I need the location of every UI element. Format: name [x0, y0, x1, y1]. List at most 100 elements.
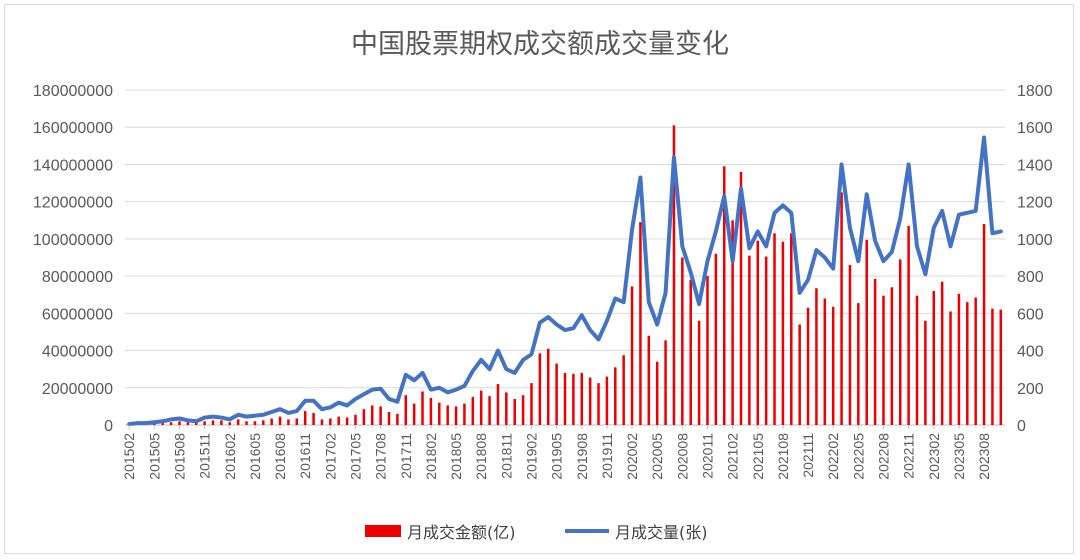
bar-amount-201712 — [412, 403, 416, 425]
bar-amount-202111 — [806, 307, 810, 425]
bar-amount-201505 — [153, 423, 156, 425]
bar-amount-202307 — [974, 297, 977, 425]
x-tick-label: 202302 — [926, 433, 942, 480]
bar-amount-202301 — [924, 320, 927, 425]
x-tick-label: 202308 — [976, 433, 992, 480]
bar-amount-202003 — [639, 222, 642, 425]
bar-amount-202009 — [689, 279, 692, 425]
x-tick-label: 201611 — [297, 433, 313, 479]
bar-amount-201804 — [446, 405, 449, 425]
bar-amount-201507 — [169, 422, 173, 425]
x-tick-label: 202305 — [951, 433, 967, 480]
bar-amount-201509 — [186, 422, 190, 425]
bar-amount-202209 — [890, 287, 894, 425]
bar-amount-202203 — [840, 192, 843, 425]
bar-amount-202103 — [739, 171, 743, 425]
x-tick-label: 201908 — [574, 433, 590, 480]
x-tick-label: 202008 — [674, 433, 690, 480]
x-tick-label: 202211 — [901, 433, 917, 479]
bar-amount-202212 — [915, 295, 919, 425]
legend-swatch-volume — [565, 529, 609, 533]
bar-amount-201612 — [312, 412, 315, 425]
bar-amount-202005 — [655, 361, 659, 425]
bar-amount-202108 — [781, 241, 785, 425]
bar-amount-202010 — [697, 320, 701, 425]
x-tick-label: 201702 — [322, 433, 338, 480]
x-tick-label: 201508 — [171, 433, 187, 480]
x-tick-label: 201511 — [197, 433, 213, 479]
bar-amount-202302 — [932, 291, 936, 425]
x-tick-label: 201902 — [523, 433, 539, 480]
y-left-tick-label: 60000000 — [42, 306, 113, 323]
x-tick-label: 201608 — [272, 433, 288, 480]
legend-swatch-amount — [365, 525, 401, 537]
bar-amount-201601 — [220, 420, 223, 425]
bar-amount-201809 — [488, 396, 491, 425]
y-right-tick-label: 1800 — [1017, 83, 1053, 100]
x-tick-label: 201705 — [347, 433, 363, 480]
x-tick-label: 201905 — [549, 433, 565, 480]
bar-amount-201608 — [278, 416, 282, 425]
bar-amount-201703 — [337, 416, 340, 425]
x-tick-label: 201805 — [448, 433, 464, 480]
y-right-tick-label: 1400 — [1017, 157, 1053, 174]
bar-amount-201705 — [354, 414, 357, 425]
bar-amount-201806 — [463, 403, 466, 425]
bar-amount-202012 — [714, 253, 718, 425]
bar-amount-202008 — [681, 257, 684, 425]
bar-amount-201707 — [370, 405, 374, 425]
y-left-tick-label: 20000000 — [42, 381, 113, 398]
bar-amount-201812 — [513, 398, 516, 425]
x-tick-label: 202102 — [725, 433, 741, 480]
x-tick-label: 201605 — [247, 433, 263, 480]
bar-amount-201911 — [605, 376, 609, 425]
bar-amount-202306 — [966, 302, 969, 425]
x-tick-label: 202011 — [699, 433, 715, 479]
bar-amount-202211 — [907, 225, 910, 425]
bar-amount-202201 — [823, 298, 827, 425]
bar-amount-201912 — [614, 367, 617, 425]
bar-amount-202105 — [756, 240, 760, 425]
bar-amount-202004 — [647, 335, 651, 425]
x-tick-label: 201711 — [398, 433, 414, 479]
y-right-tick-label: 800 — [1017, 269, 1044, 286]
legend-item-amount: 月成交金额(亿) — [365, 520, 516, 542]
bar-amount-202310 — [999, 309, 1003, 425]
y-left-tick-label: 160000000 — [33, 120, 113, 137]
x-tick-label: 201911 — [599, 433, 615, 479]
legend-label-volume: 月成交量(张) — [615, 523, 708, 542]
chart-title: 中国股票期权成交额成交量变化 — [351, 29, 729, 60]
bar-amount-202206 — [865, 239, 868, 425]
bar-amount-201602 — [228, 422, 232, 425]
bar-amount-202102 — [731, 220, 734, 425]
bar-amount-202109 — [790, 233, 793, 425]
bar-amount-201708 — [379, 406, 382, 425]
bar-amount-201903 — [538, 353, 542, 425]
chart-frame — [4, 4, 1074, 554]
bar-amount-201805 — [454, 406, 458, 425]
x-tick-label: 201602 — [222, 433, 238, 480]
bar-amount-202106 — [764, 256, 768, 425]
bar-amount-201511 — [203, 421, 206, 425]
x-tick-label: 201808 — [473, 433, 489, 480]
x-tick-label: 201802 — [423, 433, 439, 480]
y-left-tick-label: 100000000 — [33, 232, 113, 249]
bar-amount-202104 — [748, 255, 751, 425]
bar-amount-201807 — [471, 397, 475, 425]
x-tick-label: 202202 — [825, 433, 841, 480]
bar-amount-201910 — [597, 383, 600, 425]
y-right-tick-label: 1600 — [1017, 120, 1053, 137]
x-tick-label: 201502 — [121, 433, 137, 480]
bar-amount-201604 — [245, 421, 248, 425]
bar-amount-202112 — [815, 288, 818, 425]
bar-amount-201704 — [345, 417, 349, 425]
bar-amount-202006 — [664, 340, 667, 425]
legend-item-volume: 月成交量(张) — [565, 520, 708, 542]
bar-amount-202002 — [630, 286, 634, 425]
bar-amount-202110 — [798, 324, 801, 425]
bar-amount-202309 — [991, 308, 994, 425]
bar-amount-202001 — [622, 355, 625, 425]
bar-amount-201803 — [438, 402, 441, 425]
bar-amount-201904 — [546, 348, 550, 425]
y-right-tick-label: 600 — [1017, 306, 1044, 323]
